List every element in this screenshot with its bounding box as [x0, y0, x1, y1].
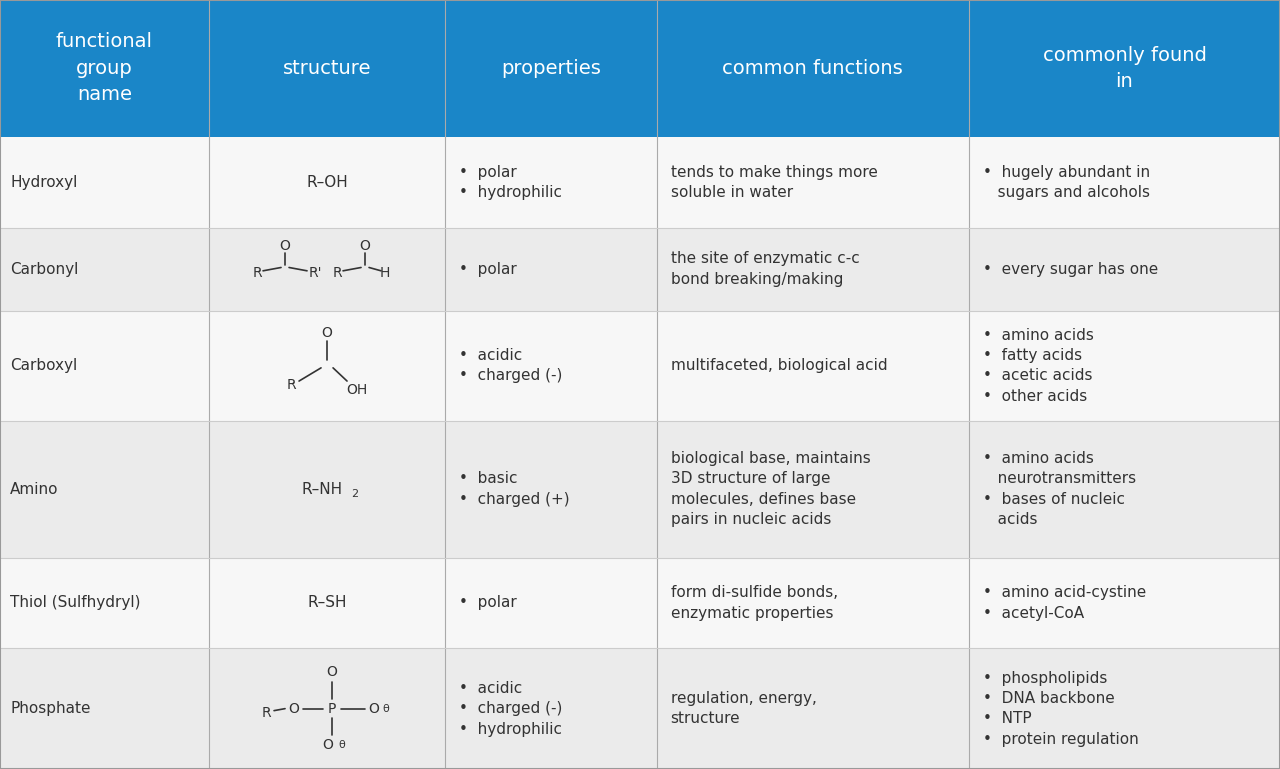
Text: θ: θ: [383, 704, 389, 714]
Text: Carbonyl: Carbonyl: [10, 261, 78, 277]
Text: •  acidic
•  charged (-)
•  hydrophilic: • acidic • charged (-) • hydrophilic: [460, 681, 563, 737]
Text: structure: structure: [283, 59, 371, 78]
Text: properties: properties: [500, 59, 602, 78]
Text: form di-sulfide bonds,
enzymatic properties: form di-sulfide bonds, enzymatic propert…: [671, 585, 838, 621]
Text: •  phospholipids
•  DNA backbone
•  NTP
•  protein regulation: • phospholipids • DNA backbone • NTP • p…: [983, 671, 1139, 747]
Bar: [0, 0, 1280, 137]
Text: R–SH: R–SH: [307, 595, 347, 611]
Bar: [0, 648, 1280, 769]
Text: •  hugely abundant in
   sugars and alcohols: • hugely abundant in sugars and alcohols: [983, 165, 1151, 200]
Text: θ: θ: [339, 740, 346, 750]
Text: •  acidic
•  charged (-): • acidic • charged (-): [460, 348, 563, 384]
Text: regulation, energy,
structure: regulation, energy, structure: [671, 691, 817, 727]
Text: tends to make things more
soluble in water: tends to make things more soluble in wat…: [671, 165, 878, 200]
Text: O: O: [360, 239, 370, 253]
Text: R–OH: R–OH: [306, 175, 348, 190]
Text: •  amino acid-cystine
•  acetyl-CoA: • amino acid-cystine • acetyl-CoA: [983, 585, 1146, 621]
Text: Thiol (Sulfhydryl): Thiol (Sulfhydryl): [10, 595, 141, 611]
Bar: [0, 421, 1280, 558]
Text: H: H: [380, 266, 390, 281]
Text: O: O: [321, 325, 333, 340]
Text: OH: OH: [347, 383, 367, 397]
Text: O: O: [323, 737, 334, 752]
Text: •  every sugar has one: • every sugar has one: [983, 261, 1158, 277]
Bar: [0, 558, 1280, 648]
Text: O: O: [326, 665, 338, 680]
Text: P: P: [328, 701, 337, 716]
Text: O: O: [279, 239, 291, 253]
Text: multifaceted, biological acid: multifaceted, biological acid: [671, 358, 887, 373]
Text: •  amino acids
•  fatty acids
•  acetic acids
•  other acids: • amino acids • fatty acids • acetic aci…: [983, 328, 1094, 404]
Text: R: R: [252, 266, 262, 281]
Text: •  amino acids
   neurotransmitters
•  bases of nucleic
   acids: • amino acids neurotransmitters • bases …: [983, 451, 1137, 528]
Text: the site of enzymatic c-c
bond breaking/making: the site of enzymatic c-c bond breaking/…: [671, 251, 859, 287]
Text: •  basic
•  charged (+): • basic • charged (+): [460, 471, 570, 507]
Text: 2: 2: [352, 489, 358, 499]
Text: R–NH: R–NH: [302, 481, 343, 497]
Bar: [0, 311, 1280, 421]
Text: biological base, maintains
3D structure of large
molecules, defines base
pairs i: biological base, maintains 3D structure …: [671, 451, 870, 528]
Bar: [0, 137, 1280, 228]
Text: R: R: [333, 266, 342, 281]
Text: R: R: [287, 378, 296, 392]
Text: functional
group
name: functional group name: [56, 32, 152, 105]
Text: commonly found
in: commonly found in: [1042, 45, 1207, 92]
Text: Hydroxyl: Hydroxyl: [10, 175, 77, 190]
Text: Carboxyl: Carboxyl: [10, 358, 77, 373]
Bar: [0, 228, 1280, 311]
Text: common functions: common functions: [722, 59, 904, 78]
Text: O: O: [288, 701, 300, 716]
Text: Phosphate: Phosphate: [10, 701, 91, 716]
Text: R': R': [308, 266, 321, 281]
Text: •  polar: • polar: [460, 261, 517, 277]
Text: Amino: Amino: [10, 481, 59, 497]
Text: R: R: [261, 706, 271, 720]
Text: O: O: [369, 701, 379, 716]
Text: •  polar: • polar: [460, 595, 517, 611]
Text: •  polar
•  hydrophilic: • polar • hydrophilic: [460, 165, 562, 200]
